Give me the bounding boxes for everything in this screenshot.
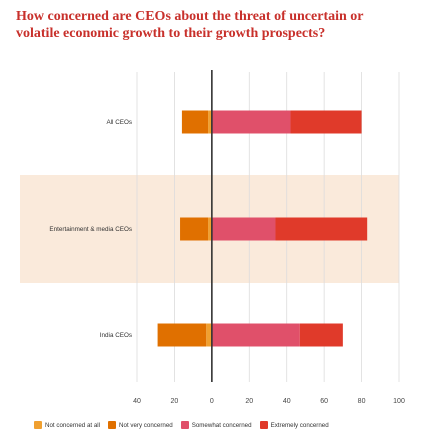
bar-segment-2-1 [181, 110, 209, 134]
bar-segment-1-1 [208, 110, 212, 134]
category-label-2: Entertainment & media CEOs [49, 226, 132, 233]
bar-segment-4-3 [299, 323, 343, 347]
bars [157, 110, 368, 347]
x-tick-label: 40 [133, 398, 141, 405]
bar-segment-3-3 [211, 323, 300, 347]
x-tick-label: 80 [358, 398, 366, 405]
legend-item-4: Extremely concerned [259, 421, 329, 429]
x-tick-label: 60 [320, 398, 328, 405]
legend-item-1: Not concerned at all [34, 421, 100, 429]
bar-segment-1-2 [208, 217, 212, 241]
legend-item-3: Somewhat concerned [180, 421, 252, 429]
bar-segment-3-1 [211, 110, 291, 134]
legend-swatch [108, 421, 117, 429]
category-label-3: India CEOs [100, 332, 132, 339]
legend-item-2: Not very concerned [108, 421, 173, 429]
legend: Not concerned at all Not very concerned So… [34, 421, 444, 429]
x-tick-label: 20 [171, 398, 179, 405]
legend-label: Somewhat concerned [191, 421, 252, 429]
x-tick-label: 0 [210, 398, 214, 405]
chart-title: How concerned are CEOs about the threat … [16, 9, 364, 41]
bar-segment-2-2 [180, 217, 209, 241]
bar-segment-4-2 [275, 217, 368, 241]
legend-swatch [259, 421, 268, 429]
bar-segment-2-3 [157, 323, 207, 347]
legend-label: Not concerned at all [45, 421, 101, 429]
bar-segment-4-1 [290, 110, 362, 134]
legend-label: Not very concerned [119, 421, 173, 429]
bar-segment-1-3 [206, 323, 212, 347]
legend-swatch [34, 421, 42, 429]
legend-swatch [180, 421, 189, 429]
x-tick-labels: 40 20 0 20 40 60 80 100 [133, 398, 405, 405]
x-tick-label: 100 [393, 398, 405, 405]
legend-label: Extremely concerned [270, 421, 329, 429]
x-tick-label: 40 [283, 398, 291, 405]
bar-segment-3-2 [211, 217, 276, 241]
category-label-1: All CEOs [106, 119, 132, 126]
category-labels: All CEOs Entertainment & media CEOs India … [49, 119, 132, 339]
x-tick-label: 20 [245, 398, 253, 405]
